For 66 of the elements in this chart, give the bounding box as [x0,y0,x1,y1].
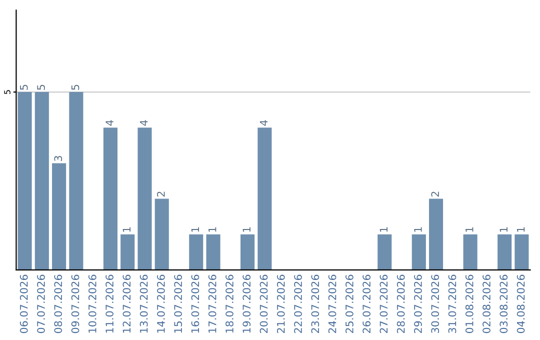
x-tick-label: 31.07.2026 [448,274,456,333]
bar [69,92,84,270]
x-tick-label: 04.08.2026 [516,274,525,334]
x-tick-label: 14.07.2026 [157,274,165,333]
bar [258,128,272,270]
x-tick-label: 23.07.2026 [311,274,320,334]
data-label: 5 [71,84,80,90]
x-tick-label: 29.07.2026 [414,274,422,334]
x-tick-label: 22.07.2026 [294,274,302,334]
bar [206,234,220,270]
x-tick-label: 09.07.2026 [71,274,80,334]
x-tick-label: 10.07.2026 [88,274,96,333]
data-label: 5 [20,84,28,90]
data-label: 2 [157,192,165,197]
x-tick-label: 12.07.2026 [122,274,131,333]
bar [138,128,152,270]
data-label: 5 [37,84,45,90]
bar [412,234,426,270]
x-tick-label: 30.07.2026 [431,274,440,333]
data-label: 4 [260,120,268,126]
bar [52,163,66,270]
x-tick-label: 08.07.2026 [54,274,62,334]
x-tick-label: 07.07.2026 [37,274,45,334]
data-label: 2 [431,192,439,197]
data-label: 1 [208,227,216,232]
bar [34,92,49,270]
x-tick-label: 25.07.2026 [345,274,354,334]
data-label: 1 [242,227,250,232]
x-tick-label: 16.07.2026 [191,274,200,333]
bar [498,234,512,270]
bar [378,234,392,270]
x-tick-label: 27.07.2026 [380,274,388,334]
x-tick-label: 28.07.2026 [396,274,405,334]
data-label: 4 [106,120,114,126]
data-label: 1 [500,227,508,232]
x-tick-label: 19.07.2026 [242,274,251,333]
bar [189,234,204,270]
data-label: 1 [516,227,525,232]
bar [103,128,118,270]
data-label: 1 [380,227,388,232]
data-label: 3 [54,156,62,161]
x-tick-label: 03.08.2026 [500,274,508,334]
x-tick-label: 21.07.2026 [276,274,285,334]
x-tick-label: 11.07.2026 [106,274,114,333]
x-tick-label: 02.08.2026 [482,274,490,334]
x-tick-label: 13.07.2026 [140,274,148,333]
x-tick-label: 06.07.2026 [20,274,28,334]
data-label: 1 [466,227,474,232]
x-tick-label: 24.07.2026 [328,274,336,334]
bar [154,198,169,270]
data-label: 4 [140,120,148,126]
x-tick-label: 18.07.2026 [226,274,234,333]
data-label: 1 [191,227,199,232]
bar [240,234,255,270]
x-tick-label: 17.07.2026 [208,274,216,333]
x-tick-label: 26.07.2026 [362,274,371,334]
data-label: 1 [122,227,130,232]
bar [120,234,135,270]
bar [18,92,32,270]
x-tick-label: 01.08.2026 [465,274,474,334]
bar [463,234,478,270]
x-tick-label: 20.07.2026 [260,274,268,334]
x-tick-label: 15.07.2026 [174,274,182,333]
bar [514,234,529,270]
data-label: 1 [414,227,422,232]
bar [429,198,444,270]
